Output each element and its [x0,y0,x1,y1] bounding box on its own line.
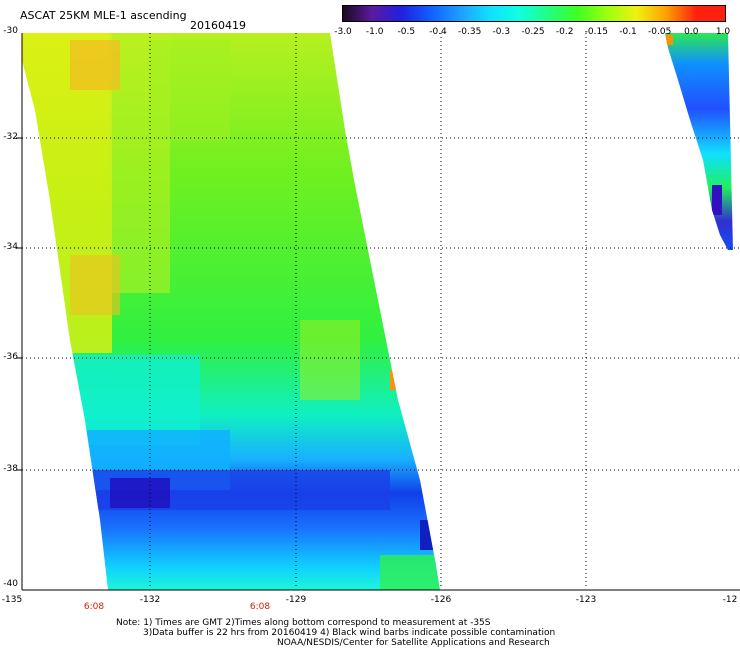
map-date: 20160419 [190,19,246,32]
lon-label: -126 [430,595,452,605]
colorbar-swatch [666,6,696,21]
colorbar-swatches [343,6,726,21]
lat-label: -38 [3,464,18,474]
grid-lines [22,33,740,588]
colorbar-label: -0.1 [619,27,637,37]
lon-label: -132 [139,595,161,605]
colorbar-swatch [548,6,579,21]
colorbar-label: -0.35 [458,27,482,37]
lon-label: -129 [285,595,307,605]
colorbar-swatch [460,6,490,21]
colorbar-label: -0.25 [521,27,545,37]
time-label: 6:08 [249,602,271,612]
footer-note-3: NOAA/NESDIS/Center for Satellite Applica… [277,638,550,648]
colorbar-label: -0.05 [648,27,672,37]
colorbar-swatch [343,6,373,21]
colorbar-label: 0.0 [684,27,699,37]
axis-ticks [16,33,740,591]
footer-note-2: 3)Data buffer is 22 hrs from 20160419 4)… [143,628,556,638]
lon-label: -135 [1,595,23,605]
colorbar-swatch [431,6,461,21]
colorbar [342,5,726,22]
colorbar-swatch [372,6,402,21]
colorbar-swatch [489,6,520,21]
lon-label: -12 [722,595,738,605]
colorbar-label: -1.0 [365,27,384,37]
lat-label: -32 [3,132,18,142]
lon-label: -123 [575,595,597,605]
time-label: 6:08 [83,602,105,612]
colorbar-label: -0.5 [397,27,416,37]
colorbar-swatch [401,6,432,21]
map-title: ASCAT 25KM MLE-1 ascending [20,9,187,22]
colorbar-label: -0.15 [584,27,608,37]
lat-label: -40 [3,579,18,589]
colorbar-swatch [519,6,549,21]
colorbar-label: 1.0 [715,27,731,37]
swath-main [22,33,440,590]
colorbar-label: -3.0 [334,27,352,37]
colorbar-swatch [578,6,608,21]
colorbar-label: -0.2 [555,27,574,37]
footer-note-1: Note: 1) Times are GMT 2)Times along bot… [116,618,491,628]
colorbar-swatch [636,6,667,21]
colorbar-swatch [607,6,637,21]
swath-east [665,33,733,250]
lat-label: -36 [3,352,18,362]
colorbar-swatch [695,6,726,21]
lat-label: -30 [3,26,18,36]
colorbar-label: -0.4 [429,27,447,37]
lat-label: -34 [3,242,18,252]
colorbar-label: -0.3 [492,27,511,37]
